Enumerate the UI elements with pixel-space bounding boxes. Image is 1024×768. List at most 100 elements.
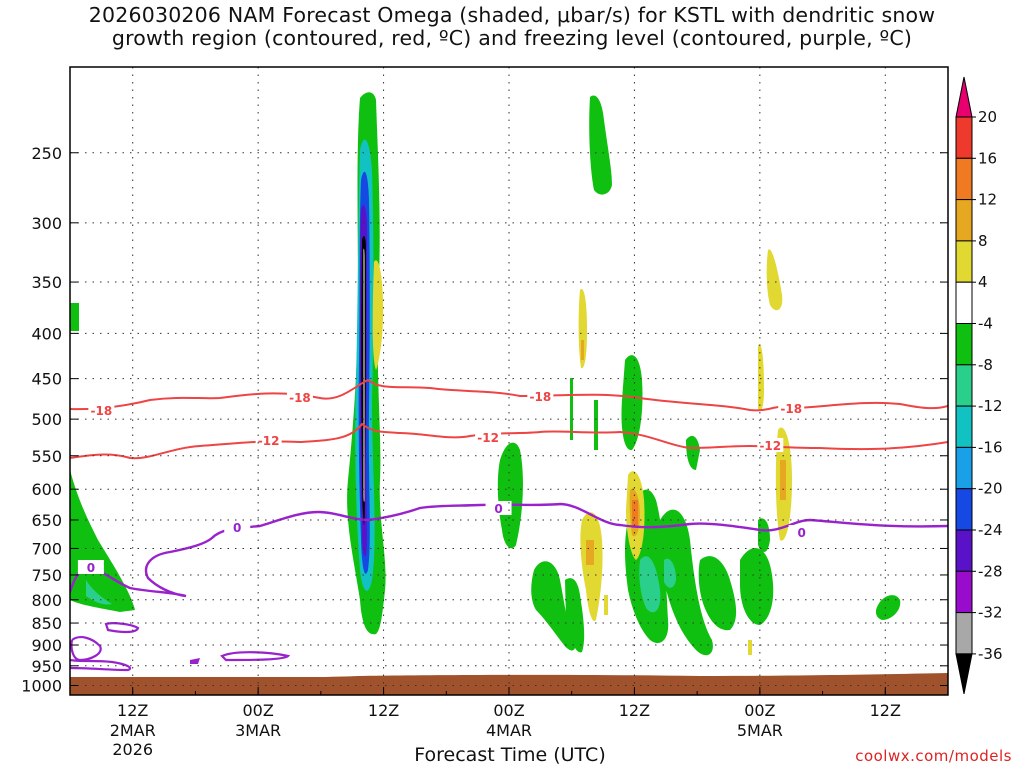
contour-label: -18 — [289, 391, 311, 405]
colorbar-label: -12 — [978, 397, 1003, 415]
contour-label: 0 — [494, 502, 502, 516]
omega-pos-i — [604, 595, 608, 615]
y-tick-label: 650 — [31, 511, 62, 530]
colorbar-label: -28 — [978, 562, 1003, 580]
x-tick-sublabel: 2MAR — [110, 721, 156, 740]
contour-label-bg — [778, 401, 805, 415]
contour-label: 0 — [87, 561, 95, 575]
contour-label-bg — [88, 403, 115, 417]
contour-label: -12 — [759, 439, 781, 453]
colorbar-label: -20 — [978, 480, 1003, 498]
colorbar-segment — [955, 488, 973, 531]
colorbar-segment — [955, 116, 973, 159]
colorbar-label: -36 — [978, 645, 1003, 663]
contour-label-bg — [224, 520, 251, 534]
omega-right-g — [758, 518, 770, 552]
colorbar-label: -32 — [978, 604, 1003, 622]
contour-label: -12 — [258, 434, 280, 448]
colorbar-label: -24 — [978, 521, 1003, 539]
omega-column-white — [363, 248, 365, 503]
title-line-2: growth region (contoured, red, ºC) and f… — [111, 26, 913, 50]
colorbar-label: 4 — [978, 273, 988, 291]
colorbar-segment — [955, 240, 973, 283]
colorbar-segment — [955, 157, 973, 201]
contour-label-bg — [485, 501, 512, 515]
contour-label: 0 — [233, 521, 241, 535]
x-tick-label: 00Z — [242, 701, 273, 720]
x-tick-sublabel: 2026 — [112, 740, 153, 759]
colorbar-segment — [955, 323, 973, 366]
x-tick-label: 12Z — [368, 701, 399, 720]
chart-title: 2026030206 NAM Forecast Omega (shaded, μ… — [0, 4, 1024, 50]
x-tick-label: 12Z — [117, 701, 148, 720]
y-tick-label: 500 — [31, 410, 62, 429]
omega-right-d — [686, 435, 700, 470]
omega-right-e — [698, 556, 737, 631]
credit[interactable]: coolwx.com/models — [855, 747, 1012, 765]
omega-pos-f — [580, 512, 603, 621]
contour-label-bg — [527, 389, 554, 403]
omega-pos-a — [372, 260, 384, 370]
contour-label-bg — [757, 438, 784, 452]
colorbar-label: -4 — [978, 315, 993, 333]
omega-pos-d — [758, 344, 764, 411]
omega-thin-a — [570, 378, 573, 440]
y-tick-label: 700 — [31, 539, 62, 558]
omega-right-c — [659, 509, 713, 656]
omega-left-400 — [70, 303, 79, 331]
freezing-loop-c — [70, 658, 132, 672]
omega-pos-b — [578, 289, 587, 369]
x-axis-label: Forecast Time (UTC) — [414, 744, 606, 766]
colorbar-label: -8 — [978, 356, 993, 374]
x-tick-label: 00Z — [493, 701, 524, 720]
y-tick-label: 750 — [31, 566, 62, 585]
omega-pos-c — [766, 249, 783, 311]
colorbar-label: 16 — [978, 149, 997, 167]
colorbar-label: 20 — [978, 108, 997, 126]
y-tick-label: 900 — [31, 636, 62, 655]
omega-far-right — [875, 595, 901, 620]
ground-bump — [70, 673, 948, 695]
omega-pos-g-core — [632, 500, 638, 528]
omega-upper-right — [589, 95, 612, 195]
freezing-loop-b — [70, 636, 102, 662]
contour-label-bg — [286, 390, 313, 404]
colorbar-segment — [955, 570, 973, 614]
omega-left-low-teal — [86, 580, 112, 605]
x-tick-label: 00Z — [744, 701, 775, 720]
omega-mid-a — [497, 442, 523, 549]
contour-labels: -18 -18 -18 -18 -12 -12 -12 0 0 0 0 — [77, 389, 815, 575]
colorbar-label: 8 — [978, 232, 988, 250]
omega-pos-b-core — [581, 340, 584, 360]
contour-label: -18 — [530, 390, 552, 404]
y-tick-label: 350 — [31, 273, 62, 292]
colorbar-segment — [955, 364, 973, 407]
contour-label-bg — [255, 433, 282, 447]
colorbar-bottom-arrow — [955, 653, 973, 694]
colorbar: 20 16 12 8 4 -4 -8 -12 -16 -20 -24 -28 -32 -36 — [955, 76, 1003, 694]
freezing-dot — [190, 658, 200, 664]
y-tick-label: 850 — [31, 614, 62, 633]
y-tick-label: 800 — [31, 591, 62, 610]
x-tick-sublabel: 3MAR — [235, 721, 281, 740]
contour-label: -12 — [477, 431, 499, 445]
plot-area: -18 -18 -18 -18 -12 -12 -12 0 0 0 0 — [70, 67, 948, 695]
gridlines — [70, 67, 948, 695]
omega-mid-c — [565, 578, 585, 653]
y-tick-label: 400 — [31, 324, 62, 343]
contour-label-bg — [77, 560, 104, 574]
contour-label: -18 — [780, 402, 802, 416]
omega-thin-b — [594, 400, 598, 450]
colorbar-label: 12 — [978, 191, 997, 209]
freezing-loop-d — [220, 651, 291, 662]
contour-label-bg — [475, 430, 502, 444]
y-tick-label: 450 — [31, 370, 62, 389]
y-tick-label: 950 — [31, 657, 62, 676]
contour-label: -18 — [91, 404, 113, 418]
x-tick-label: 12Z — [870, 701, 901, 720]
omega-pos-h — [748, 640, 752, 655]
y-tick-label: 300 — [31, 214, 62, 233]
omega-right-f — [740, 548, 774, 625]
omega-right-a — [621, 355, 643, 451]
